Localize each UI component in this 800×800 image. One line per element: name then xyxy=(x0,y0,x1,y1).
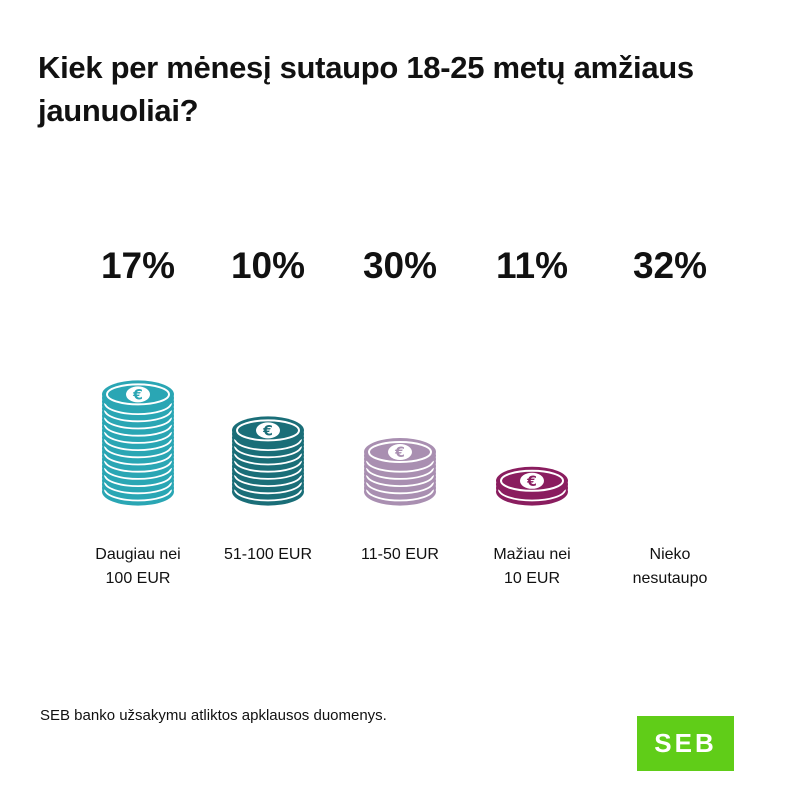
chart-title: Kiek per mėnesį sutaupo 18-25 metų amžia… xyxy=(38,50,694,128)
category-label: 51-100 EUR xyxy=(223,546,313,563)
seb-logo: SEB xyxy=(637,716,734,771)
category-label: Mažiau nei 10 EUR xyxy=(493,546,571,587)
euro-icon: € xyxy=(526,474,537,490)
value-label: 17% xyxy=(100,245,176,286)
euro-icon: € xyxy=(394,445,405,461)
coin-stack-bar: € xyxy=(364,438,436,506)
coin-stack-bar: € xyxy=(496,466,568,506)
coin-top-face: € xyxy=(236,419,300,442)
euro-icon: € xyxy=(132,387,143,403)
coin-stack-bar: € xyxy=(232,416,304,506)
value-label: 10% xyxy=(230,245,306,286)
coin-stack-bar: € xyxy=(102,380,174,506)
coin-top-face: € xyxy=(106,383,170,406)
coin-top-face: € xyxy=(368,441,432,463)
category-label: Daugiau nei 100 EUR xyxy=(95,546,181,587)
value-label: 30% xyxy=(362,245,438,286)
coin-top-face: € xyxy=(500,469,564,492)
source-note: SEB banko užsakymu atliktos apklausos du… xyxy=(40,707,387,724)
category-label: Nieko nesutaupo xyxy=(632,546,708,587)
category-label: 11-50 EUR xyxy=(361,546,439,563)
logo-text: SEB xyxy=(654,728,717,758)
value-label: 11% xyxy=(495,245,568,286)
euro-icon: € xyxy=(262,423,273,439)
value-label: 32% xyxy=(632,245,708,286)
